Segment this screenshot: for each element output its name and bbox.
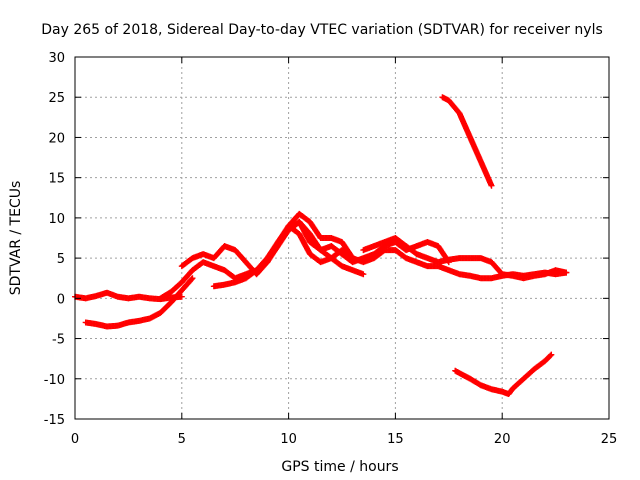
series-track-7 — [360, 235, 570, 282]
x-axis-label: GPS time / hours — [281, 459, 398, 475]
data-point — [189, 275, 196, 282]
y-tick-label: -15 — [44, 413, 65, 428]
series-track-2 — [82, 275, 196, 330]
series-track-9 — [452, 351, 555, 398]
y-axis-label: SDTVAR / TECUs — [8, 181, 24, 296]
x-tick-label: 5 — [178, 432, 186, 447]
x-tick-label: 0 — [71, 432, 79, 447]
axis-ticks: 0 5 10 15 20 25 -15 -10 -5 0 5 10 15 20 25 30 — [44, 51, 618, 447]
data-point — [563, 269, 570, 276]
data-point — [547, 352, 554, 359]
plot-frame — [74, 56, 610, 420]
data-point — [360, 271, 367, 278]
series-track-8 — [439, 94, 495, 189]
data-series — [72, 94, 570, 398]
x-tick-label: 25 — [601, 432, 618, 447]
x-tick-label: 10 — [280, 432, 297, 447]
y-tick-label: 25 — [48, 91, 65, 106]
y-tick-label: 30 — [48, 51, 65, 66]
chart-title: Day 265 of 2018, Sidereal Day-to-day VTE… — [41, 22, 603, 38]
data-point — [178, 293, 185, 300]
x-tick-label: 20 — [494, 432, 511, 447]
y-tick-label: -10 — [44, 373, 65, 388]
y-tick-label: 0 — [57, 292, 65, 307]
data-point — [188, 276, 195, 283]
y-tick-label: 20 — [48, 131, 65, 146]
x-tick-label: 15 — [387, 432, 404, 447]
y-tick-label: -5 — [52, 333, 65, 348]
data-point — [548, 351, 555, 358]
y-tick-label: 5 — [57, 252, 65, 267]
data-point — [488, 182, 495, 189]
y-tick-label: 10 — [48, 212, 65, 227]
y-tick-label: 15 — [48, 172, 65, 187]
